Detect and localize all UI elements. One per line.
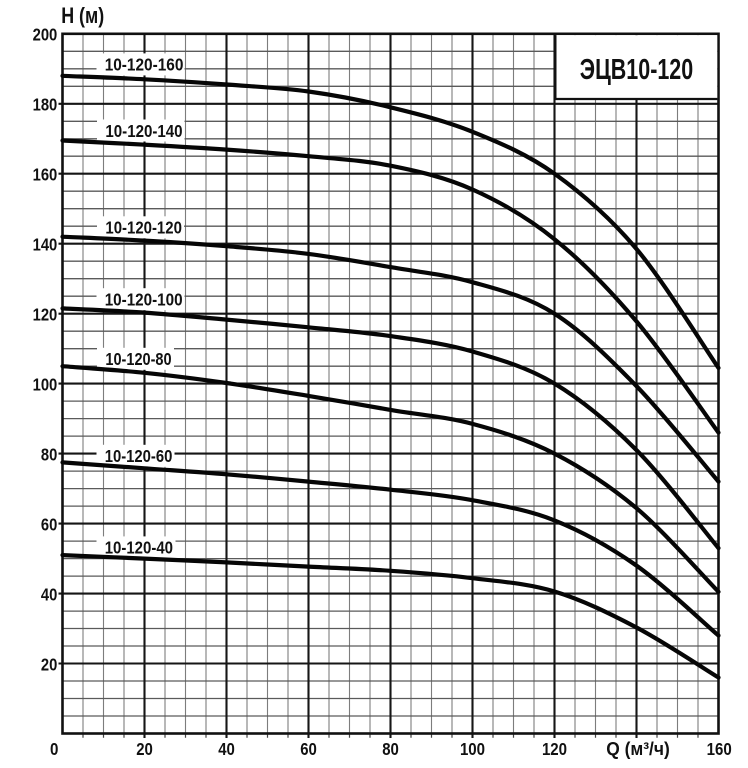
svg-text:10-120-140: 10-120-140 — [105, 121, 182, 141]
svg-text:10-120-160: 10-120-160 — [105, 55, 184, 75]
svg-text:10-120-100: 10-120-100 — [105, 290, 183, 310]
svg-text:ЭЦВ10-120: ЭЦВ10-120 — [580, 54, 693, 86]
svg-text:140: 140 — [33, 235, 58, 255]
svg-text:100: 100 — [33, 374, 58, 394]
svg-text:10-120-80: 10-120-80 — [105, 349, 171, 369]
svg-text:40: 40 — [41, 584, 58, 604]
svg-text:10-120-60: 10-120-60 — [105, 446, 173, 466]
svg-text:20: 20 — [136, 739, 153, 759]
svg-text:60: 60 — [300, 739, 317, 759]
svg-text:10-120-120: 10-120-120 — [105, 218, 182, 238]
svg-text:10-120-40: 10-120-40 — [105, 538, 174, 558]
svg-text:200: 200 — [33, 25, 58, 45]
svg-text:Q (м³/ч): Q (м³/ч) — [606, 738, 670, 759]
svg-text:80: 80 — [382, 739, 399, 759]
svg-text:120: 120 — [542, 739, 567, 759]
svg-text:160: 160 — [33, 165, 58, 185]
svg-text:H (м): H (м) — [61, 3, 104, 28]
svg-text:80: 80 — [41, 444, 58, 464]
svg-text:60: 60 — [41, 514, 58, 534]
svg-text:0: 0 — [50, 739, 59, 759]
svg-text:100: 100 — [460, 739, 485, 759]
svg-text:160: 160 — [707, 739, 732, 759]
svg-text:20: 20 — [41, 654, 58, 674]
svg-text:40: 40 — [218, 739, 235, 759]
svg-text:180: 180 — [33, 95, 58, 115]
svg-text:120: 120 — [33, 305, 58, 325]
